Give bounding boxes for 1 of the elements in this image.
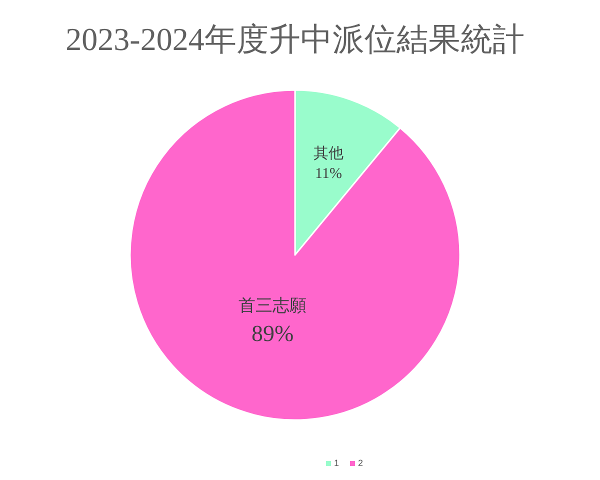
title: 2023-2024年度升中派位結果統計	[66, 21, 524, 57]
